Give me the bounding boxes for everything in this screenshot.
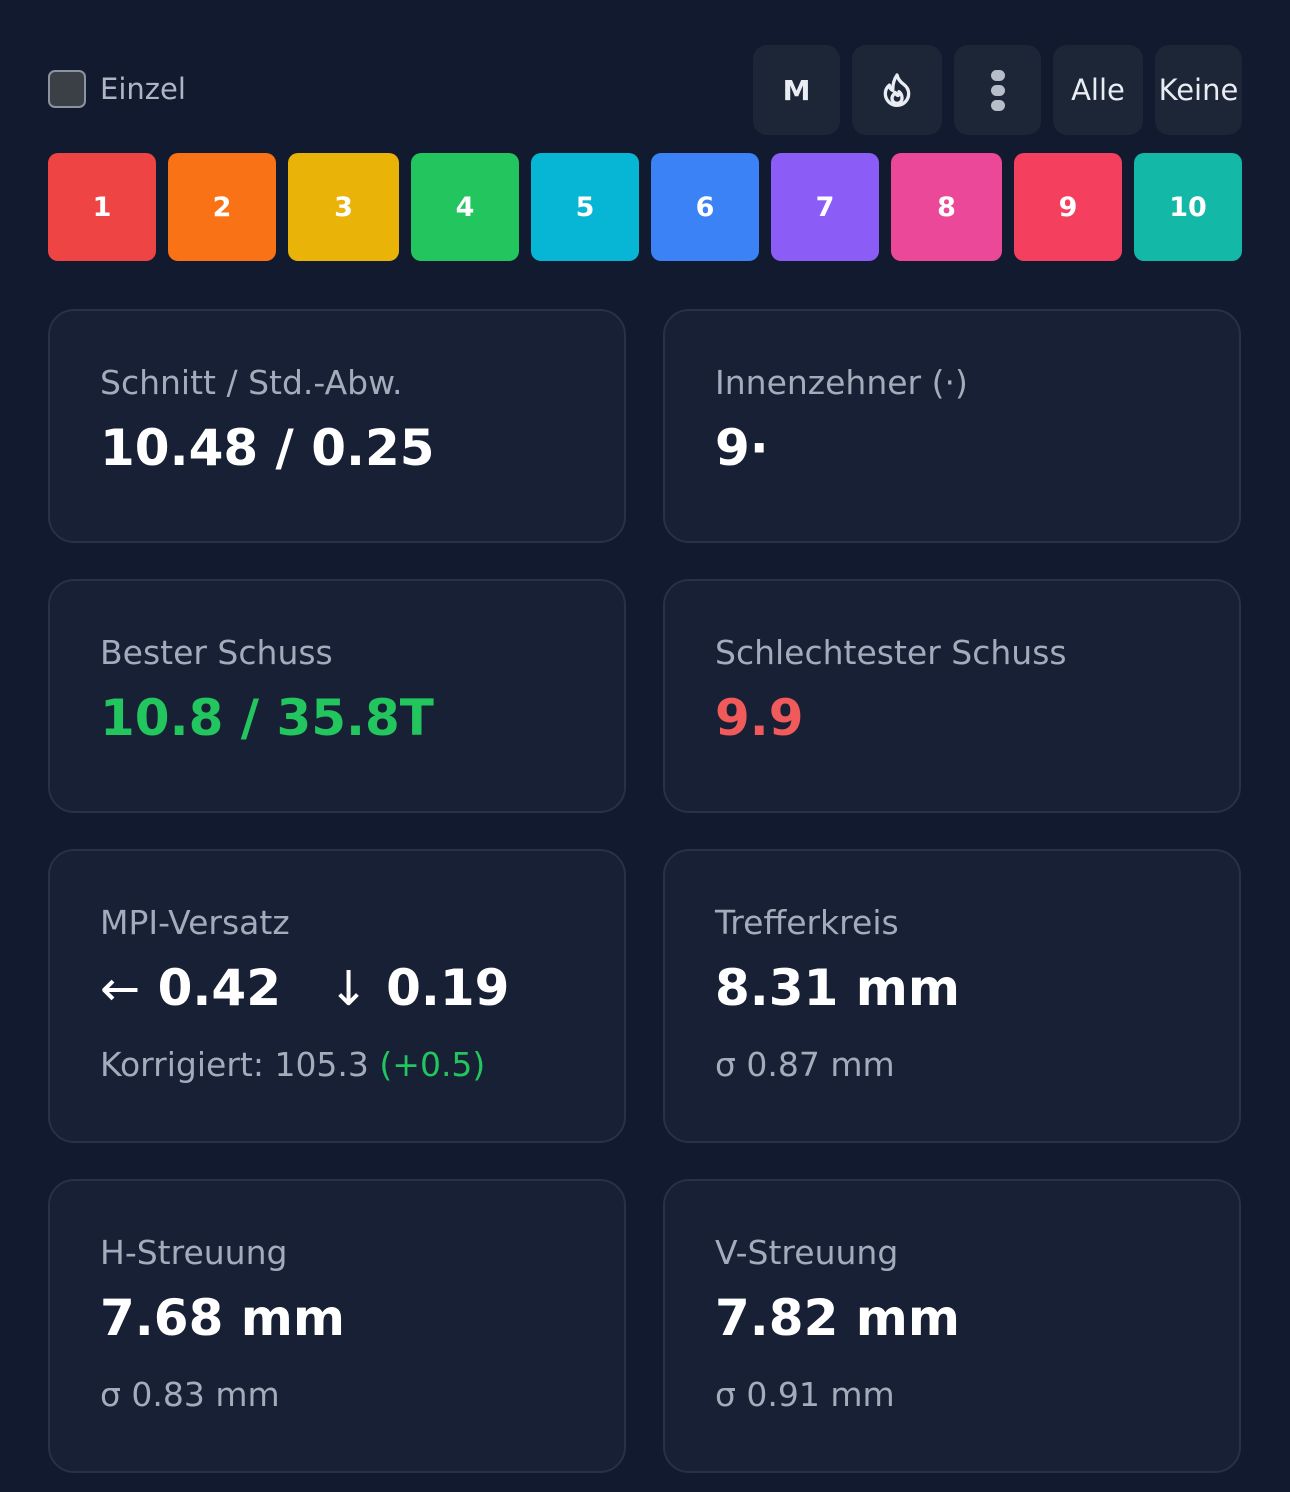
mpi-offset-card: MPI-Versatz ← 0.42 ↓ 0.19 Korrigiert: 10… bbox=[48, 849, 626, 1143]
series-chip-3[interactable]: 3 bbox=[288, 153, 399, 261]
mpi-horizontal-value: 0.42 bbox=[157, 959, 282, 1017]
series-chip-1[interactable]: 1 bbox=[48, 153, 156, 261]
einzel-label: Einzel bbox=[100, 72, 186, 106]
series-chip-label: 1 bbox=[92, 191, 112, 223]
v-spread-value: 7.82 mm bbox=[715, 1289, 960, 1347]
m-button-label: M bbox=[782, 73, 811, 107]
mpi-corrected: Korrigiert: 105.3 (+0.5) bbox=[100, 1045, 485, 1084]
worst-shot-value: 9.9 bbox=[715, 689, 804, 747]
mpi-offset-value: ← 0.42 ↓ 0.19 bbox=[100, 959, 509, 1017]
inner-tens-value: 9· bbox=[715, 419, 769, 477]
series-chip-label: 8 bbox=[937, 191, 956, 223]
arrow-left-icon: ← bbox=[100, 961, 141, 1017]
best-shot-card: Bester Schuss 10.8 / 35.8T bbox=[48, 579, 626, 813]
average-label: Schnitt / Std.-Abw. bbox=[100, 363, 403, 402]
series-chip-label: 3 bbox=[334, 191, 353, 223]
series-chip-2[interactable]: 2 bbox=[168, 153, 276, 261]
mpi-corrected-delta: (+0.5) bbox=[379, 1045, 486, 1084]
h-spread-label: H-Streuung bbox=[100, 1233, 288, 1272]
series-chip-6[interactable]: 6 bbox=[651, 153, 759, 261]
select-all-label: Alle bbox=[1071, 73, 1125, 107]
v-spread-sigma: σ 0.91 mm bbox=[715, 1375, 895, 1414]
series-chip-8[interactable]: 8 bbox=[891, 153, 1002, 261]
series-chip-label: 7 bbox=[815, 191, 835, 223]
select-none-label: Keine bbox=[1158, 73, 1239, 107]
einzel-checkbox[interactable] bbox=[48, 70, 86, 108]
series-chip-label: 9 bbox=[1058, 191, 1078, 223]
select-none-button[interactable]: Keine bbox=[1155, 45, 1242, 135]
h-spread-sigma: σ 0.83 mm bbox=[100, 1375, 280, 1414]
fire-icon bbox=[883, 73, 911, 107]
arrow-down-icon: ↓ bbox=[328, 961, 369, 1017]
m-button[interactable]: M bbox=[753, 45, 840, 135]
hit-circle-value: 8.31 mm bbox=[715, 959, 960, 1017]
mpi-vertical-value: 0.19 bbox=[386, 959, 510, 1017]
v-spread-card: V-Streuung 7.82 mm σ 0.91 mm bbox=[663, 1179, 1241, 1473]
series-chip-5[interactable]: 5 bbox=[531, 153, 639, 261]
einzel-toggle[interactable]: Einzel bbox=[48, 68, 186, 110]
series-chip-label: 4 bbox=[455, 191, 475, 223]
series-chip-label: 2 bbox=[212, 191, 232, 223]
series-chip-label: 10 bbox=[1169, 191, 1207, 223]
series-chip-9[interactable]: 9 bbox=[1014, 153, 1122, 261]
hit-circle-card: Trefferkreis 8.31 mm σ 0.87 mm bbox=[663, 849, 1241, 1143]
worst-shot-label: Schlechtester Schuss bbox=[715, 633, 1067, 672]
inner-tens-card: Innenzehner (·) 9· bbox=[663, 309, 1241, 543]
series-chip-label: 5 bbox=[575, 191, 595, 223]
mpi-corrected-text: Korrigiert: 105.3 bbox=[100, 1045, 369, 1084]
select-all-button[interactable]: Alle bbox=[1053, 45, 1143, 135]
average-value: 10.48 / 0.25 bbox=[100, 419, 435, 477]
worst-shot-card: Schlechtester Schuss 9.9 bbox=[663, 579, 1241, 813]
best-shot-label: Bester Schuss bbox=[100, 633, 333, 672]
traffic-light-icon bbox=[990, 69, 1005, 111]
best-shot-value: 10.8 / 35.8T bbox=[100, 689, 434, 747]
series-chip-10[interactable]: 10 bbox=[1134, 153, 1242, 261]
traffic-light-button[interactable] bbox=[954, 45, 1041, 135]
inner-tens-label: Innenzehner (·) bbox=[715, 363, 968, 402]
fire-button[interactable] bbox=[852, 45, 942, 135]
average-card: Schnitt / Std.-Abw. 10.48 / 0.25 bbox=[48, 309, 626, 543]
hit-circle-sigma: σ 0.87 mm bbox=[715, 1045, 895, 1084]
mpi-offset-label: MPI-Versatz bbox=[100, 903, 290, 942]
h-spread-card: H-Streuung 7.68 mm σ 0.83 mm bbox=[48, 1179, 626, 1473]
v-spread-label: V-Streuung bbox=[715, 1233, 899, 1272]
h-spread-value: 7.68 mm bbox=[100, 1289, 345, 1347]
series-chip-7[interactable]: 7 bbox=[771, 153, 879, 261]
series-chip-4[interactable]: 4 bbox=[411, 153, 519, 261]
hit-circle-label: Trefferkreis bbox=[715, 903, 899, 942]
series-chip-label: 6 bbox=[695, 191, 715, 223]
